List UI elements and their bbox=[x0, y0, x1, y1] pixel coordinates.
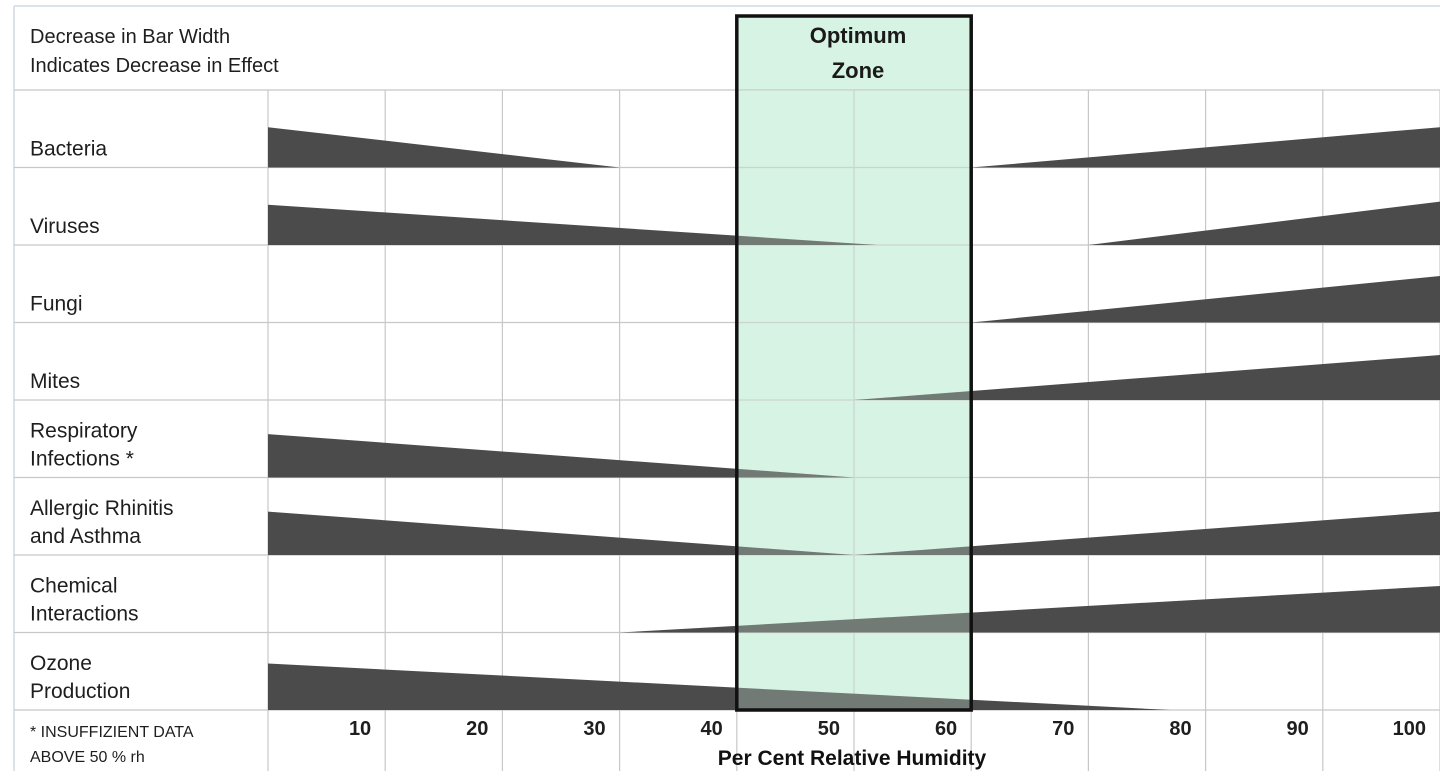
x-tick-label: 80 bbox=[1169, 718, 1191, 740]
effect-bar bbox=[268, 127, 620, 168]
effect-bar bbox=[971, 276, 1440, 323]
footnote-line-2: ABOVE 50 % rh bbox=[30, 749, 145, 766]
category-label: Mites bbox=[30, 370, 80, 393]
title-line-1: Decrease in Bar Width bbox=[30, 26, 230, 48]
effect-bar bbox=[854, 511, 1440, 555]
category-label: Production bbox=[30, 680, 130, 703]
x-tick-label: 90 bbox=[1287, 718, 1309, 740]
x-axis-label: Per Cent Relative Humidity bbox=[718, 747, 987, 770]
effect-bar bbox=[1088, 201, 1440, 245]
optimum-zone-label-line-1: Optimum bbox=[810, 23, 907, 48]
category-label: Fungi bbox=[30, 293, 83, 316]
x-tick-label: 70 bbox=[1052, 718, 1074, 740]
category-label: Infections * bbox=[30, 448, 134, 471]
optimum-zone-tint bbox=[736, 90, 972, 710]
x-tick-labels: 10 20 30 40 50 60 70 80 90 100 bbox=[349, 718, 1426, 740]
x-tick-label: 20 bbox=[466, 718, 488, 740]
title-line-2: Indicates Decrease in Effect bbox=[30, 55, 279, 77]
optimum-zone-border-layer bbox=[735, 14, 973, 712]
x-tick-label: 100 bbox=[1393, 718, 1426, 740]
x-tick-label: 60 bbox=[935, 718, 957, 740]
category-label: Allergic Rhinitis bbox=[30, 497, 174, 520]
x-tick-label: 50 bbox=[818, 718, 840, 740]
category-label: Viruses bbox=[30, 215, 100, 238]
category-labels: Bacteria Viruses Fungi Mites Respiratory Infe… bbox=[30, 138, 174, 704]
category-label: Interactions bbox=[30, 603, 139, 626]
effect-bar bbox=[268, 434, 854, 478]
x-tick-label: 10 bbox=[349, 718, 371, 740]
effect-bar bbox=[268, 511, 854, 555]
footnote-line-1: * INSUFFIZIENT DATA bbox=[30, 724, 194, 741]
category-label: and Asthma bbox=[30, 525, 141, 548]
category-label: Respiratory bbox=[30, 420, 138, 443]
optimum-zone-border bbox=[735, 14, 973, 712]
effect-bar bbox=[854, 355, 1440, 400]
x-tick-label: 30 bbox=[583, 718, 605, 740]
effect-bars bbox=[268, 127, 1440, 710]
optimum-zone-label-line-2: Zone bbox=[832, 58, 885, 83]
effect-bar bbox=[268, 663, 1171, 710]
category-label: Chemical bbox=[30, 575, 118, 598]
effect-bar bbox=[619, 586, 1440, 633]
x-tick-label: 40 bbox=[701, 718, 723, 740]
category-label: Bacteria bbox=[30, 138, 107, 161]
effect-bar bbox=[268, 204, 878, 245]
category-label: Ozone bbox=[30, 652, 92, 675]
effect-bar bbox=[971, 127, 1440, 168]
